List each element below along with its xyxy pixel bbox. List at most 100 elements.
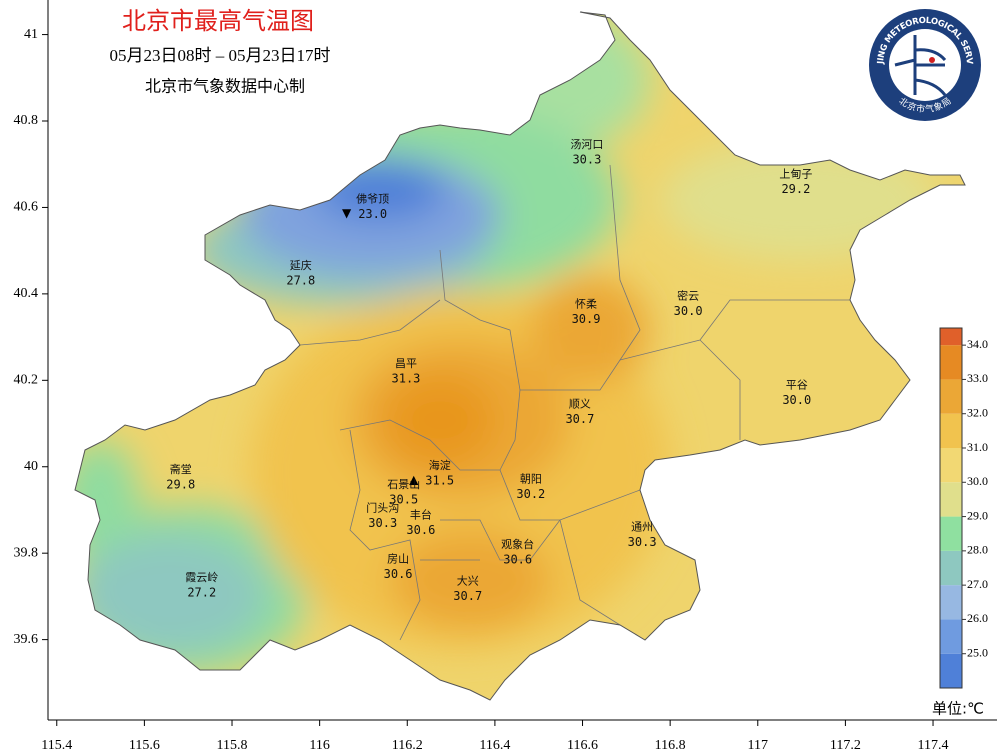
station-value: 30.3	[368, 516, 397, 530]
station-name: 朝阳	[520, 473, 542, 486]
station-value: 30.7	[453, 589, 482, 603]
colorbar-band	[940, 550, 962, 586]
axes: 115.4 115.6 115.8 116 116.2 116.4 116.6 116.8 11…	[14, 27, 949, 753]
colorbar-label: 25.0	[967, 645, 988, 659]
colorbar-label: 29.0	[967, 508, 988, 522]
station-name: 平谷	[786, 378, 808, 391]
colorbar-band	[940, 448, 962, 483]
station-value: 30.0	[674, 304, 703, 318]
station: 海淀 ▲ 31.5	[409, 458, 454, 488]
x-tick-label: 116.8	[655, 738, 686, 753]
y-tick-label: 40.4	[14, 286, 39, 301]
y-tick-label: 40	[24, 459, 38, 474]
station-name: 上甸子	[779, 168, 812, 181]
y-tick-label: 39.6	[14, 632, 39, 647]
station-value: 30.2	[516, 487, 545, 501]
station-value: 30.3	[572, 152, 601, 166]
temperature-field	[75, 12, 965, 700]
colorbar-band	[940, 585, 962, 620]
colorbar-band	[940, 413, 962, 448]
station-value: 30.6	[406, 523, 435, 537]
station-value: 30.6	[503, 552, 532, 566]
extreme-marker: ▲	[409, 472, 419, 486]
station-value: 27.2	[187, 585, 216, 599]
station-value: 30.0	[782, 393, 811, 407]
station-value: 30.6	[384, 567, 413, 581]
x-tick-label: 116.6	[567, 738, 598, 753]
colorbar-label: 33.0	[967, 371, 988, 385]
station-name: 海淀	[429, 458, 451, 472]
station-name: 汤河口	[570, 137, 603, 151]
y-tick-label: 40.8	[14, 113, 39, 128]
extreme-marker: ▼	[342, 206, 352, 220]
x-tick-label: 116.4	[479, 738, 510, 753]
station-name: 观象台	[501, 537, 534, 551]
station-name: 昌平	[395, 357, 417, 370]
colorbar-label: 31.0	[967, 440, 988, 454]
station-value: 31.3	[392, 371, 421, 385]
station-name: 石景山	[387, 478, 420, 491]
station-name: 通州	[631, 521, 653, 534]
colorbar-band	[940, 482, 962, 517]
colorbar-band	[940, 653, 962, 688]
colorbar-label: 30.0	[967, 474, 988, 488]
y-tick-label: 39.8	[14, 545, 39, 560]
colorbar-label: 27.0	[967, 577, 988, 591]
x-tick-label: 116.2	[392, 738, 423, 753]
y-tick-label: 40.2	[14, 373, 39, 388]
station-value: 30.7	[565, 412, 594, 426]
source: 北京市气象数据中心制	[145, 77, 305, 96]
station-name: 门头沟	[366, 501, 399, 515]
station-name: 密云	[677, 288, 699, 302]
x-tick-label: 117.4	[918, 738, 949, 753]
colorbar-band	[940, 345, 962, 380]
colorbar: 25.0 26.0 27.0 28.0 29.0 30.0 31.0 32.0 33.0 34.0…	[932, 327, 988, 718]
y-tick-label: 41	[24, 27, 38, 42]
colorbar-band	[940, 379, 962, 414]
unit-label: 单位:℃	[932, 700, 984, 718]
station: 佛爷顶 ▼ 23.0	[342, 192, 389, 222]
station-name: 丰台	[410, 508, 432, 522]
station-value: 23.0	[358, 207, 387, 221]
station-value: 31.5	[425, 473, 454, 487]
station-value: 29.2	[781, 182, 810, 196]
x-tick-label: 115.8	[217, 738, 248, 753]
station: 平谷 30.0	[782, 378, 811, 407]
x-tick-label: 117.2	[830, 738, 861, 753]
colorbar-label: 28.0	[967, 543, 988, 557]
station-name: 霞云岭	[185, 570, 218, 584]
station: 密云 30.0	[674, 288, 703, 318]
x-tick-label: 117	[748, 738, 768, 753]
x-tick-label: 116	[309, 738, 329, 753]
station-value: 27.8	[286, 273, 315, 287]
station-name: 顺义	[569, 398, 591, 411]
colorbar-band	[940, 619, 962, 654]
station-name: 佛爷顶	[356, 192, 389, 206]
subtitle: 05月23日08时 – 05月23日17时	[110, 46, 331, 65]
colorbar-frame	[939, 327, 963, 689]
colorbar-label: 26.0	[967, 611, 988, 625]
station-name: 斋堂	[170, 462, 192, 476]
station-name: 怀柔	[575, 298, 597, 311]
x-tick-label: 115.6	[129, 738, 160, 753]
station-value: 30.5	[389, 492, 418, 506]
station-value: 30.9	[572, 312, 601, 326]
station-name: 大兴	[457, 574, 479, 588]
colorbar-label: 32.0	[967, 405, 988, 419]
